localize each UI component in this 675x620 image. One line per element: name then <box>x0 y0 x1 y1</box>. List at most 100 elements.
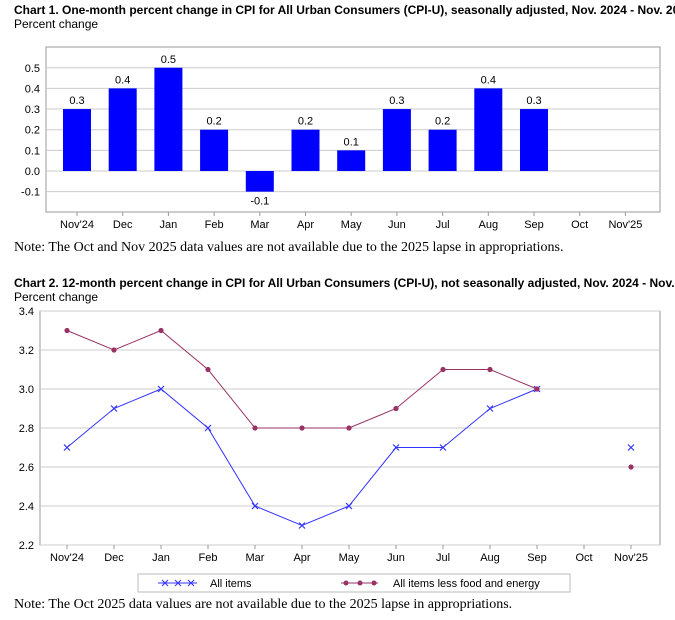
bar <box>154 67 183 171</box>
y-tick-label: 3.4 <box>19 306 34 318</box>
data-point-x <box>627 444 635 451</box>
data-point-circle <box>64 327 70 334</box>
data-point-circle <box>252 425 258 431</box>
data-label: 0.2 <box>298 116 313 128</box>
legend-marker-circle <box>357 580 363 586</box>
bar <box>474 88 503 171</box>
y-tick-label: 2.2 <box>19 540 34 552</box>
data-point-circle <box>111 347 117 353</box>
x-tick-label: Jul <box>436 552 450 564</box>
bar <box>200 129 229 171</box>
data-label: 0.3 <box>69 95 84 107</box>
data-label: -0.1 <box>250 196 269 208</box>
data-label: 0.3 <box>389 95 404 107</box>
x-tick-label: Aug <box>480 552 500 564</box>
y-tick-label: 0.4 <box>25 83 40 95</box>
bar <box>63 109 91 171</box>
x-tick-label: Aug <box>479 219 499 231</box>
bar <box>108 88 137 171</box>
y-tick-label: 0.5 <box>25 63 40 75</box>
x-tick-label: Sep <box>524 219 544 231</box>
x-tick-label: Mar <box>250 219 269 231</box>
data-label: 0.4 <box>481 74 496 86</box>
x-tick-label: Jan <box>160 219 178 231</box>
data-point-x <box>486 405 494 412</box>
data-label: 0.2 <box>206 116 221 128</box>
data-point-x <box>439 444 447 451</box>
data-point-x <box>157 385 165 393</box>
data-point-circle <box>628 464 634 470</box>
legend-marker-circle <box>343 580 349 586</box>
x-tick-label: Jul <box>436 219 450 231</box>
data-point-x <box>63 444 71 451</box>
legend-marker-x <box>174 579 182 587</box>
bar <box>245 171 274 192</box>
data-point-x <box>345 502 353 510</box>
chart2: 3.4 3.2 3.0 2.8 2.6 2.4 2.2 Nov'24 Dec Jan Feb Mar A… <box>19 306 661 593</box>
data-point-circle <box>393 405 399 412</box>
data-point-circle <box>158 327 164 334</box>
x-tick-label: Oct <box>575 552 592 564</box>
y-tick-label: 0.2 <box>25 125 40 137</box>
chart1-title: Chart 1. One-month percent change in CPI… <box>14 3 675 17</box>
data-label: 0.5 <box>161 54 176 66</box>
chart1-note: Note: The Oct and Nov 2025 data values a… <box>14 240 564 255</box>
x-tick-label: Jun <box>387 552 405 564</box>
y-tick-label: 3.2 <box>19 345 34 357</box>
chart2-title: Chart 2. 12-month percent change in CPI … <box>14 276 675 290</box>
y-tick-label: 2.6 <box>19 462 34 474</box>
data-point-circle <box>487 366 493 373</box>
data-point-x <box>110 405 118 412</box>
x-tick-label: Feb <box>199 552 218 564</box>
data-point-x <box>392 444 400 451</box>
chart1-ylabel: Percent change <box>14 17 99 31</box>
bar <box>382 109 411 171</box>
y-tick-label: 0.1 <box>25 145 40 157</box>
y-tick-label: 2.8 <box>19 423 34 435</box>
chart2-ylabel: Percent change <box>14 290 99 304</box>
data-point-circle <box>205 366 211 373</box>
x-tick-label: Apr <box>293 552 310 564</box>
legend-marker-x <box>161 579 169 587</box>
chart1: 0.5 0.4 0.3 0.2 0.1 0.0 -0.1 Nov'24 Dec Jan Feb Mar… <box>21 46 661 231</box>
y-tick-label: -0.1 <box>21 187 40 199</box>
chart2-note: Note: The Oct 2025 data values are not a… <box>14 597 513 612</box>
data-label: 0.4 <box>115 74 130 86</box>
x-tick-label: May <box>339 552 360 564</box>
x-tick-label: May <box>341 219 362 231</box>
data-point-x <box>298 522 306 529</box>
x-tick-label: Jan <box>152 552 170 564</box>
bar <box>520 109 548 171</box>
data-point-circle <box>440 366 446 373</box>
y-tick-label: 0.3 <box>25 104 40 116</box>
bar <box>291 129 320 171</box>
data-point-x <box>251 502 259 510</box>
data-point-x <box>204 424 212 432</box>
data-point-circle <box>346 425 352 431</box>
y-tick-label: 2.4 <box>19 501 34 513</box>
legend-marker-circle <box>371 580 377 586</box>
x-tick-label: Nov'24 <box>50 552 84 564</box>
x-tick-label: Jun <box>388 219 406 231</box>
bar <box>337 150 366 171</box>
x-tick-label: Sep <box>527 552 547 564</box>
y-tick-label: 0.0 <box>25 166 40 178</box>
data-point-circle <box>299 425 305 431</box>
x-tick-label: Oct <box>571 219 588 231</box>
legend-label: All items less food and energy <box>393 578 540 590</box>
x-tick-label: Nov'25 <box>614 552 648 564</box>
x-tick-label: Feb <box>205 219 224 231</box>
data-label: 0.1 <box>344 136 359 148</box>
x-tick-label: Dec <box>104 552 124 564</box>
legend-label: All items <box>210 578 252 590</box>
x-tick-label: Nov'25 <box>608 219 642 231</box>
x-tick-label: Apr <box>297 219 314 231</box>
bar <box>428 129 457 171</box>
data-label: 0.3 <box>526 95 541 107</box>
y-tick-label: 3.0 <box>19 384 34 396</box>
data-label: 0.2 <box>435 116 450 128</box>
legend-marker-x <box>187 579 195 587</box>
x-tick-label: Dec <box>113 219 133 231</box>
x-tick-label: Nov'24 <box>60 219 94 231</box>
x-tick-label: Mar <box>246 552 265 564</box>
